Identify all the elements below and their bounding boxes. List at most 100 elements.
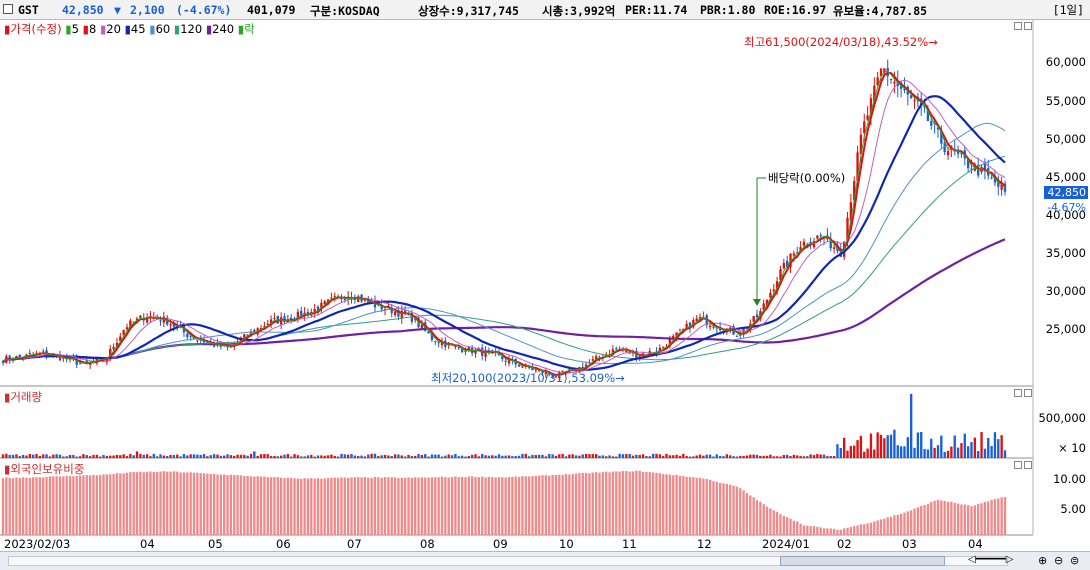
volume-bar xyxy=(538,454,541,458)
minimize-foreign-button[interactable] xyxy=(1014,461,1022,469)
price-legend: ▮가격(수정) ▮5 ▮8 ▮20 ▮45 ▮60 ▮120 ▮240 ▮락 xyxy=(4,21,255,37)
legend-ma-120: ▮120 xyxy=(173,22,203,36)
volume-bar xyxy=(283,454,286,458)
foreign-bar xyxy=(832,528,836,535)
foreign-bar xyxy=(233,475,236,535)
foreign-bar xyxy=(336,477,340,535)
close-volume-button[interactable] xyxy=(1024,389,1032,397)
foreign-bar xyxy=(722,483,725,535)
foreign-bar xyxy=(229,474,233,535)
foreign-bar xyxy=(186,472,189,535)
chart-scrollbar[interactable]: ◁━━━━━▷ ⊕ ⊖ ⊜ xyxy=(0,551,1090,570)
candle-body xyxy=(926,108,930,121)
volume-bar xyxy=(638,454,641,458)
candle-body xyxy=(1003,183,1007,192)
scroll-track[interactable] xyxy=(8,556,1008,566)
zoom-out-icon[interactable]: ⊖ xyxy=(1054,554,1064,567)
volume-bar xyxy=(249,454,253,458)
volume-bar xyxy=(832,456,836,458)
volume-bar xyxy=(729,455,732,458)
candle-body xyxy=(966,158,970,169)
foreign-bar xyxy=(521,476,524,535)
foreign-bar xyxy=(682,476,685,535)
volume-tick: 500,000 xyxy=(1038,411,1086,425)
foreign-bar xyxy=(145,471,149,535)
candle-body xyxy=(145,317,149,323)
volume-bar xyxy=(380,455,383,458)
foreign-bar xyxy=(708,479,712,535)
volume-bar xyxy=(936,445,940,458)
minimize-volume-button[interactable] xyxy=(1014,389,1022,397)
foreign-bar xyxy=(829,528,832,535)
candle-body xyxy=(119,336,122,342)
volume-bar xyxy=(484,455,487,458)
foreign-bar xyxy=(310,478,313,535)
volume-bar xyxy=(920,431,923,458)
foreign-bar xyxy=(85,475,88,535)
volume-bar xyxy=(166,456,169,458)
volume-bar xyxy=(742,455,745,458)
foreign-bar xyxy=(400,477,403,535)
minimize-pane-button[interactable] xyxy=(1014,22,1022,30)
candle-body xyxy=(367,300,370,303)
close-foreign-button[interactable] xyxy=(1024,461,1032,469)
volume-bar xyxy=(775,456,779,458)
candle-body xyxy=(786,260,789,267)
candle-body xyxy=(269,319,273,324)
zoom-slider-icon[interactable]: ◁━━━━━▷ xyxy=(968,554,1014,565)
volume-bar xyxy=(695,455,698,458)
candle-body xyxy=(276,315,279,324)
volume-bar xyxy=(129,454,132,458)
foreign-bar xyxy=(578,473,581,535)
volume-bar xyxy=(987,437,990,458)
price-tick: 25,000 xyxy=(1045,322,1086,336)
foreign-bar xyxy=(31,477,35,535)
candle-body xyxy=(296,311,300,319)
foreign-bar xyxy=(48,476,52,535)
foreign-bar xyxy=(668,474,672,535)
foreign-bar xyxy=(779,514,782,535)
foreign-bar xyxy=(397,478,400,535)
volume-bar xyxy=(417,453,420,458)
volume-bar xyxy=(819,454,822,458)
foreign-bar xyxy=(320,478,323,535)
foreign-bar xyxy=(792,520,796,535)
close-pane-button[interactable] xyxy=(1024,22,1032,30)
volume-bar xyxy=(236,454,239,458)
candle-body xyxy=(638,355,641,357)
zoom-in-icon[interactable]: ⊕ xyxy=(1038,554,1048,567)
volume-bar xyxy=(246,455,249,458)
foreign-tick: 5.00 xyxy=(1060,502,1086,516)
candle-body xyxy=(869,98,873,116)
volume-bar xyxy=(206,456,209,458)
candle-body xyxy=(554,376,558,378)
menu-checkbox[interactable] xyxy=(3,4,13,14)
legend-ma-240: ▮240 xyxy=(205,22,235,36)
candle-body xyxy=(427,331,430,334)
volume-bar xyxy=(792,454,796,458)
candle-body xyxy=(812,241,816,248)
volume-bar xyxy=(568,454,571,458)
volume-bar xyxy=(85,455,88,458)
foreign-bar xyxy=(725,483,729,535)
volume-bar xyxy=(594,454,598,458)
volume-bar xyxy=(122,454,125,458)
period-selector[interactable]: [1일] xyxy=(1052,3,1084,17)
foreign-bar xyxy=(269,477,273,535)
foreign-bar xyxy=(179,472,182,535)
candle-body xyxy=(863,121,866,133)
zoom-reset-icon[interactable]: ⊜ xyxy=(1070,554,1080,567)
foreign-bar xyxy=(729,484,732,535)
foreign-bar xyxy=(993,499,997,535)
volume-bar xyxy=(611,456,615,458)
foreign-bar xyxy=(316,478,320,535)
foreign-bar xyxy=(846,527,849,535)
foreign-bar xyxy=(293,478,296,535)
candle-body xyxy=(112,346,115,349)
candle-body xyxy=(960,153,963,155)
volume-bar xyxy=(752,454,755,458)
volume-bar xyxy=(641,454,645,458)
candle-body xyxy=(591,359,594,361)
foreign-bar xyxy=(662,474,665,535)
scroll-thumb[interactable] xyxy=(780,556,945,566)
